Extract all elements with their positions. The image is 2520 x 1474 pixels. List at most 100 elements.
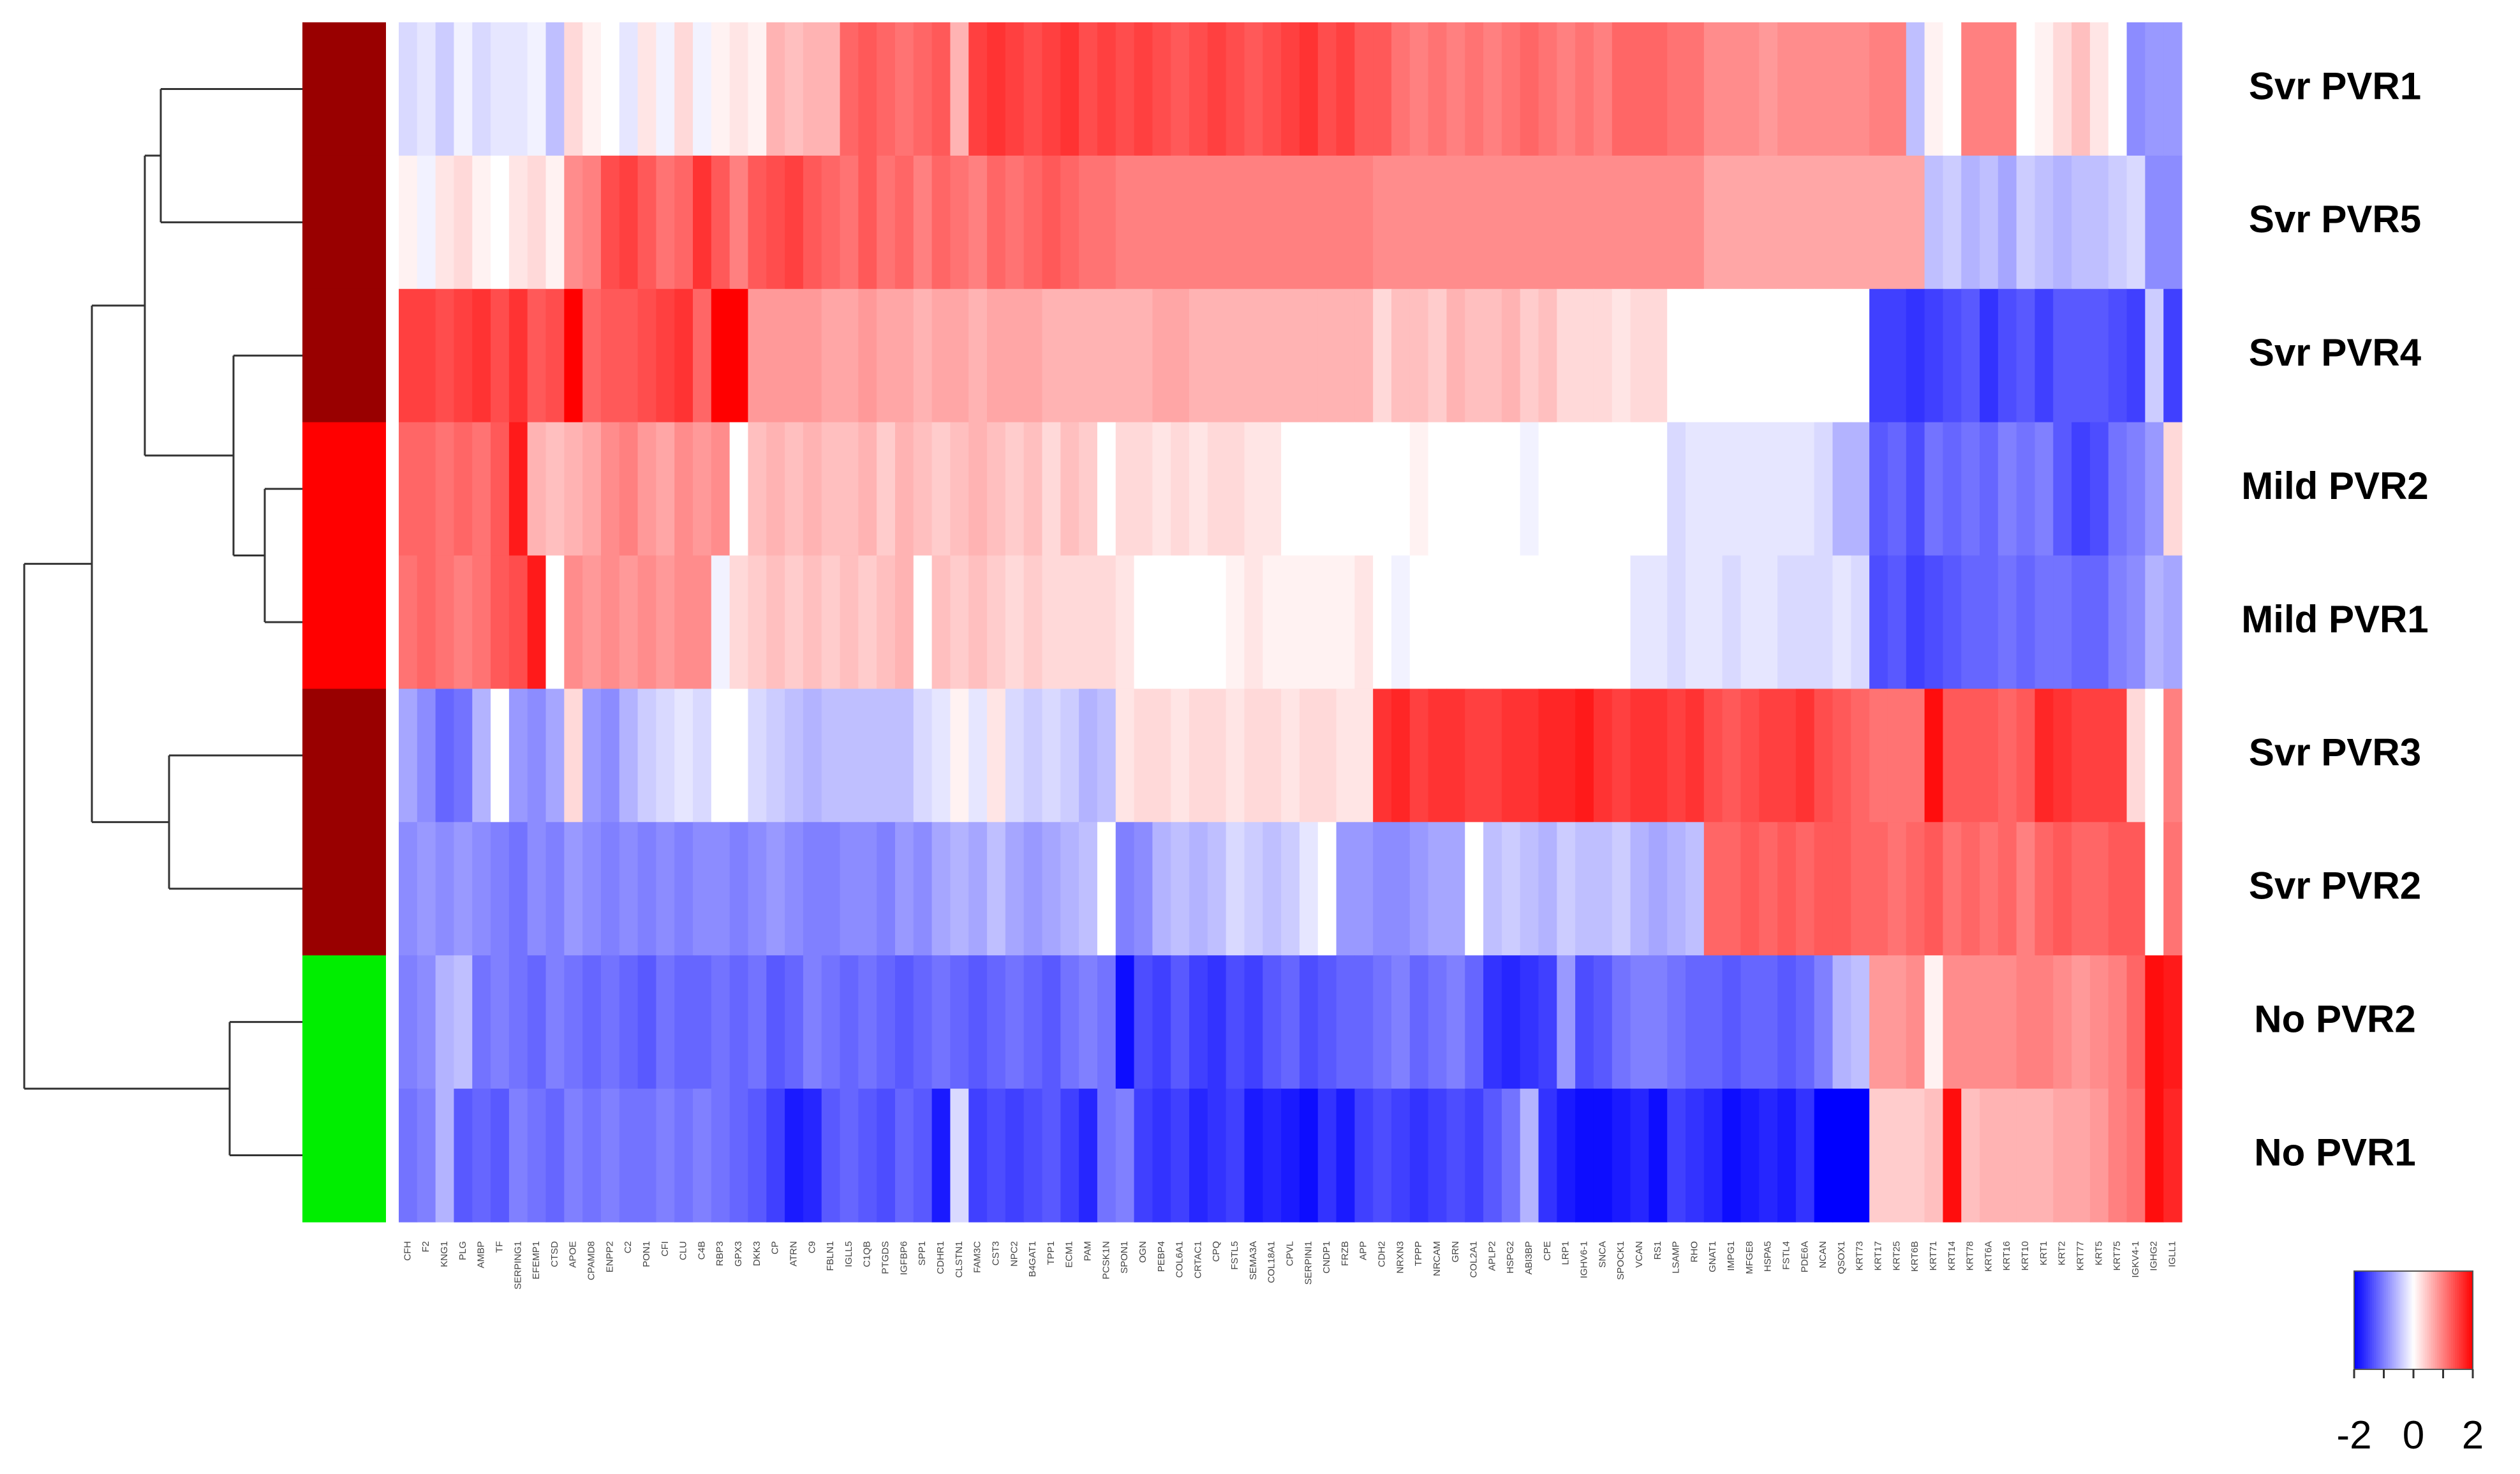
- heat-cell: [1759, 955, 1778, 1089]
- heat-cell: [1795, 22, 1815, 156]
- heat-cell: [491, 22, 510, 156]
- heat-cell: [1703, 822, 1723, 956]
- heat-cell: [821, 555, 841, 690]
- heat-cell: [2053, 155, 2072, 290]
- heat-cell: [1097, 422, 1116, 556]
- heat-cell: [2163, 1089, 2183, 1223]
- heat-cell: [840, 955, 859, 1089]
- heat-cell: [987, 1089, 1006, 1223]
- heat-cell: [1943, 288, 1962, 423]
- heat-cell: [1997, 422, 2017, 556]
- colorbar-segment: [2368, 1271, 2371, 1369]
- heat-cell: [1428, 288, 1448, 423]
- heat-cell: [1263, 822, 1282, 956]
- heat-cell: [1667, 822, 1686, 956]
- heat-cell: [1226, 422, 1245, 556]
- heat-cell: [656, 155, 675, 290]
- heat-cell: [674, 555, 693, 690]
- heat-cell: [1483, 288, 1502, 423]
- heat-cell: [1759, 422, 1778, 556]
- heat-cell: [1263, 288, 1282, 423]
- heat-cell: [1538, 555, 1557, 690]
- heat-cell: [1649, 555, 1668, 690]
- heat-cell: [508, 22, 528, 156]
- heat-cell: [1317, 822, 1337, 956]
- heat-cell: [1924, 22, 1944, 156]
- heat-cell: [1777, 22, 1797, 156]
- heat-cell: [1538, 288, 1557, 423]
- heat-cell: [1538, 955, 1557, 1089]
- heat-cell: [785, 955, 804, 1089]
- heat-cell: [1722, 955, 1742, 1089]
- heat-cell: [1336, 155, 1355, 290]
- heat-cell: [858, 22, 877, 156]
- heat-cell: [1189, 955, 1208, 1089]
- column-label: CLSTN1: [954, 1241, 965, 1278]
- heat-cell: [1887, 955, 1907, 1089]
- heat-cell: [2108, 689, 2128, 823]
- row-label: Mild PVR1: [2241, 598, 2428, 641]
- heat-cell: [1795, 555, 1815, 690]
- heat-cell: [1483, 22, 1502, 156]
- colorbar-segment: [2429, 1271, 2432, 1369]
- heat-cell: [1759, 1089, 1778, 1223]
- heat-cell: [913, 288, 933, 423]
- heat-cell: [1354, 422, 1374, 556]
- heat-cell: [619, 555, 639, 690]
- heat-cell: [894, 955, 914, 1089]
- heat-cell: [1079, 689, 1098, 823]
- heat-cell: [1593, 288, 1613, 423]
- heat-cell: [1226, 155, 1245, 290]
- heat-cell: [1079, 155, 1098, 290]
- column-label: ABI3BP: [1523, 1241, 1534, 1275]
- heat-cell: [1869, 1089, 1888, 1223]
- column-label: FRZB: [1340, 1241, 1351, 1266]
- heat-cell: [1980, 1089, 1999, 1223]
- heat-cell: [472, 22, 491, 156]
- column-label: NRCAM: [1432, 1241, 1442, 1276]
- heat-cell: [1428, 555, 1448, 690]
- row-group-bar: [302, 422, 386, 556]
- heat-cell: [1465, 555, 1484, 690]
- colorbar-segment: [2468, 1271, 2472, 1369]
- colorbar-segment: [2441, 1271, 2444, 1369]
- column-label: KRT6B: [1909, 1241, 1920, 1272]
- heat-cell: [2072, 422, 2091, 556]
- heat-cell: [693, 955, 712, 1089]
- heat-cell: [1207, 155, 1227, 290]
- heat-cell: [1171, 689, 1190, 823]
- heat-cell: [913, 822, 933, 956]
- heat-cell: [858, 288, 877, 423]
- heat-cell: [1152, 689, 1171, 823]
- heat-cell: [1667, 955, 1686, 1089]
- colorbar-segment: [2443, 1271, 2446, 1369]
- heat-cell: [1924, 822, 1944, 956]
- heat-cell: [1465, 22, 1484, 156]
- heat-cell: [1501, 822, 1521, 956]
- heat-cell: [2145, 22, 2164, 156]
- row-label: No PVR1: [2254, 1131, 2415, 1173]
- colorbar-segment: [2425, 1271, 2428, 1369]
- heat-cell: [1005, 288, 1025, 423]
- column-label: QSOX1: [1836, 1241, 1847, 1274]
- heat-cell: [1593, 955, 1613, 1089]
- heat-cell: [1134, 422, 1153, 556]
- heat-cell: [1134, 955, 1153, 1089]
- heat-cell: [1373, 155, 1392, 290]
- heat-cell: [399, 555, 418, 690]
- heat-cell: [508, 822, 528, 956]
- heat-cell: [435, 555, 455, 690]
- column-label: KNG1: [439, 1241, 450, 1267]
- heat-cell: [2053, 822, 2072, 956]
- heat-cell: [1722, 422, 1742, 556]
- heat-cell: [1281, 22, 1300, 156]
- heat-cell: [1703, 689, 1723, 823]
- heat-cell: [1391, 288, 1411, 423]
- heat-cell: [545, 822, 565, 956]
- heat-cell: [1612, 555, 1631, 690]
- heat-cell: [1851, 22, 1870, 156]
- heat-cell: [1740, 555, 1760, 690]
- heat-cell: [674, 288, 693, 423]
- heat-cell: [1612, 1089, 1631, 1223]
- heat-cell: [1042, 422, 1061, 556]
